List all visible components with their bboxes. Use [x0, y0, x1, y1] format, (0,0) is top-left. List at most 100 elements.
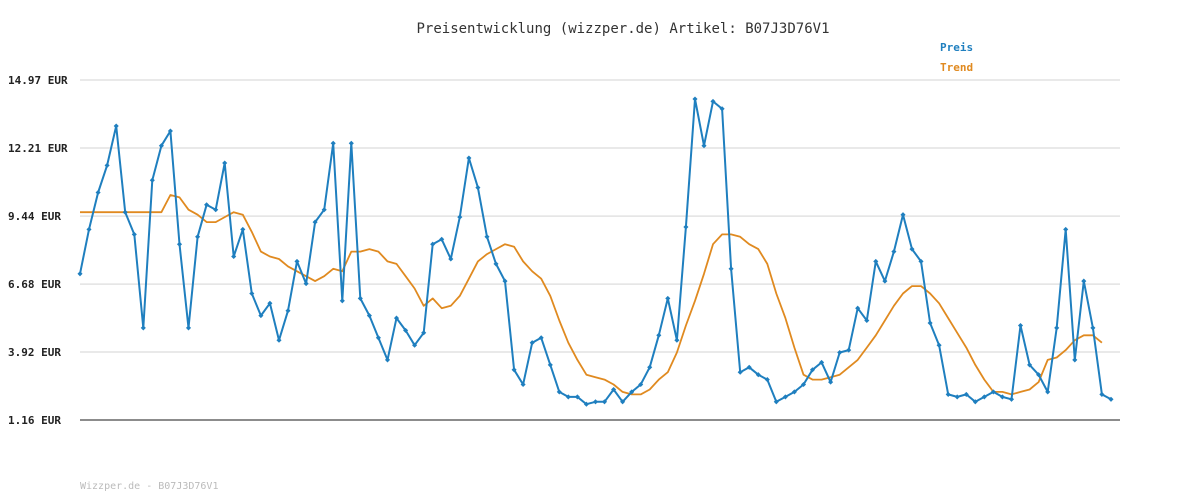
data-point [809, 367, 816, 373]
data-point [213, 207, 219, 213]
data-point [945, 391, 951, 397]
legend-trend: Trend [940, 61, 973, 74]
data-point [267, 300, 273, 306]
series-line-trend [80, 194, 1103, 396]
data-point [864, 317, 870, 324]
data-point [258, 313, 264, 319]
data-point [882, 278, 888, 284]
footer-text: Wizzper.de - B07J3D76V1 [80, 481, 219, 492]
data-point [1063, 226, 1069, 232]
data-point [375, 335, 381, 341]
data-point [384, 357, 391, 363]
data-point [918, 258, 924, 264]
data-point [95, 189, 101, 196]
data-point [773, 399, 779, 405]
data-point [484, 234, 490, 240]
y-axis: 14.97 EUR 12.21 EUR 9.44 EUR 6.68 EUR 3.92 E… [8, 74, 68, 427]
data-point [629, 389, 635, 395]
data-point [348, 140, 354, 146]
data-point [692, 96, 698, 102]
data-point [547, 362, 553, 368]
data-point [683, 224, 689, 230]
data-point [1017, 322, 1024, 329]
data-point [393, 315, 400, 321]
data-point [656, 332, 662, 338]
data-point [1081, 278, 1087, 284]
data-point [583, 401, 589, 407]
data-point [294, 258, 300, 264]
data-point [104, 162, 110, 168]
data-point [113, 123, 119, 129]
series-line-preis [79, 98, 1112, 406]
series-lines [77, 96, 1114, 407]
data-point [240, 226, 246, 232]
data-point [339, 298, 345, 304]
data-point [1036, 372, 1042, 378]
data-point [665, 295, 671, 301]
data-point [520, 381, 526, 388]
y-tick-label: 6.68 EUR [8, 278, 61, 291]
data-point [330, 140, 336, 146]
data-point [357, 295, 363, 301]
data-point [502, 278, 508, 284]
data-point [963, 391, 969, 397]
data-point [1090, 325, 1096, 331]
data-point [1045, 389, 1051, 395]
data-point [728, 266, 734, 272]
data-point [891, 249, 897, 255]
data-point [403, 327, 409, 333]
chart-title: Preisentwicklung (wizzper.de) Artikel: B… [416, 21, 829, 37]
y-tick-label: 1.16 EUR [8, 414, 61, 427]
data-point [77, 271, 83, 277]
data-point [231, 253, 237, 260]
data-point [638, 381, 644, 388]
data-point [511, 367, 517, 373]
data-point [538, 335, 544, 341]
data-point [421, 330, 427, 336]
data-point [149, 177, 155, 183]
data-point [276, 337, 282, 343]
data-point [475, 185, 481, 191]
data-point [1099, 391, 1105, 397]
data-point [674, 337, 680, 343]
data-point [981, 394, 987, 400]
y-tick-label: 14.97 EUR [8, 74, 68, 87]
y-tick-label: 12.21 EUR [8, 142, 68, 155]
y-tick-label: 3.92 EUR [8, 346, 61, 359]
data-point [1072, 357, 1078, 363]
data-point [611, 386, 617, 393]
data-point [1027, 362, 1033, 368]
data-point [972, 399, 978, 405]
data-point [601, 399, 608, 405]
grid [80, 79, 1120, 421]
data-point [176, 241, 183, 247]
y-tick-label: 9.44 EUR [8, 210, 61, 223]
data-point [204, 202, 210, 208]
data-point [592, 399, 599, 405]
data-point [493, 261, 499, 267]
legend-preis: Preis [940, 41, 973, 54]
data-point [556, 389, 562, 395]
data-point [1108, 396, 1114, 402]
data-point [565, 394, 571, 400]
data-point [873, 258, 879, 264]
data-point [800, 381, 807, 388]
data-point [131, 231, 137, 237]
data-point [285, 308, 291, 314]
data-point [158, 143, 164, 149]
data-point [222, 160, 228, 166]
data-point [746, 364, 752, 370]
data-point [457, 214, 463, 220]
data-point [819, 359, 825, 365]
data-point [249, 290, 255, 297]
data-point [954, 394, 960, 400]
data-point [195, 234, 201, 240]
data-point [140, 325, 146, 331]
legend: Preis Trend [940, 41, 973, 74]
data-point [1008, 396, 1015, 402]
data-point [927, 320, 933, 326]
data-point [448, 256, 454, 262]
data-point [167, 128, 173, 134]
data-point [366, 313, 372, 319]
